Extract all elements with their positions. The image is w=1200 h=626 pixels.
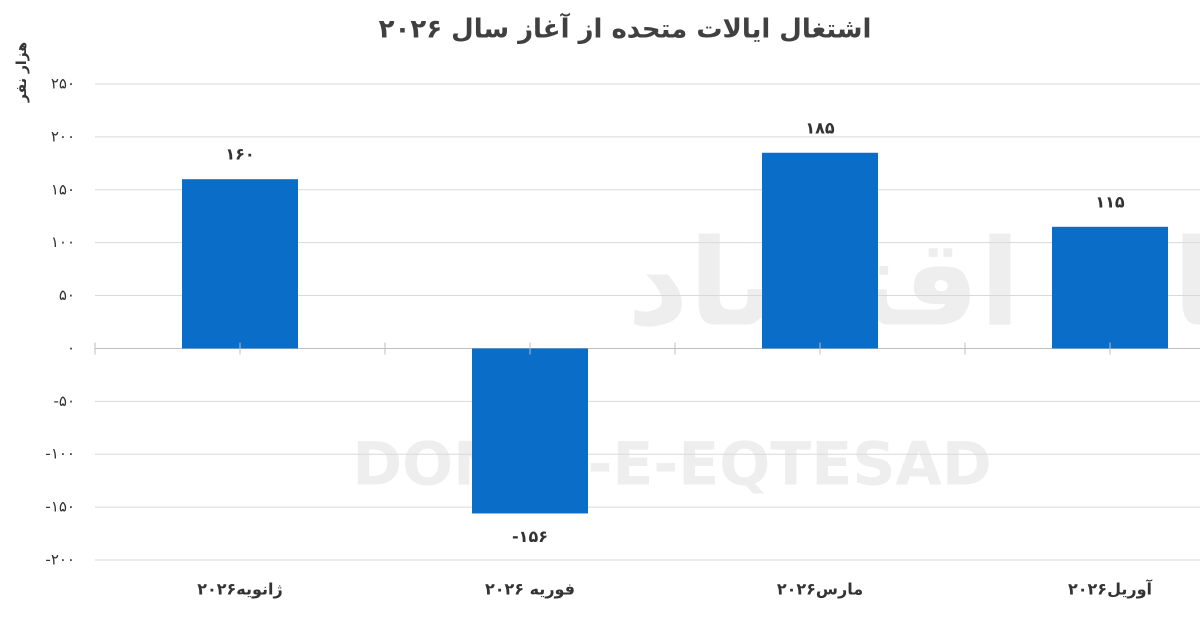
data-label: -۱۵۶ (512, 527, 548, 546)
x-tick-label: مارس۲۰۲۶ (777, 580, 863, 599)
watermark: DONYA-E-EQTESAD (352, 430, 991, 500)
bar (1052, 226, 1168, 349)
y-tick-label: ۱۵۰ (51, 180, 75, 198)
bar (182, 179, 298, 349)
y-tick-label: -۵۰ (53, 392, 75, 410)
chart-title: اشتغال ایالات متحده از آغاز سال ۲۰۲۶ (379, 13, 872, 45)
y-axis-label: هزار نفر (14, 42, 30, 103)
data-label: ۱۸۵ (805, 118, 835, 137)
y-tick-label: -۲۰۰ (45, 551, 75, 569)
y-tick-label: -۱۵۰ (45, 498, 75, 516)
y-tick-label: ۲۰۰ (51, 127, 75, 145)
data-label: ۱۶۰ (225, 145, 254, 164)
data-label: ۱۱۵ (1095, 192, 1125, 211)
y-tick-label: ۰ (67, 339, 75, 357)
x-tick-label: فوریه ۲۰۲۶ (485, 580, 575, 599)
y-tick-label: ۲۵۰ (51, 75, 75, 93)
y-tick-label: -۱۰۰ (45, 445, 75, 463)
y-tick-label: ۵۰ (59, 286, 75, 304)
y-tick-label: ۱۰۰ (51, 233, 75, 251)
x-tick-label: ژانویه۲۰۲۶ (197, 580, 283, 599)
x-tick-label: آوریل۲۰۲۶ (1068, 579, 1153, 599)
bar (472, 348, 588, 514)
bar (762, 152, 878, 349)
